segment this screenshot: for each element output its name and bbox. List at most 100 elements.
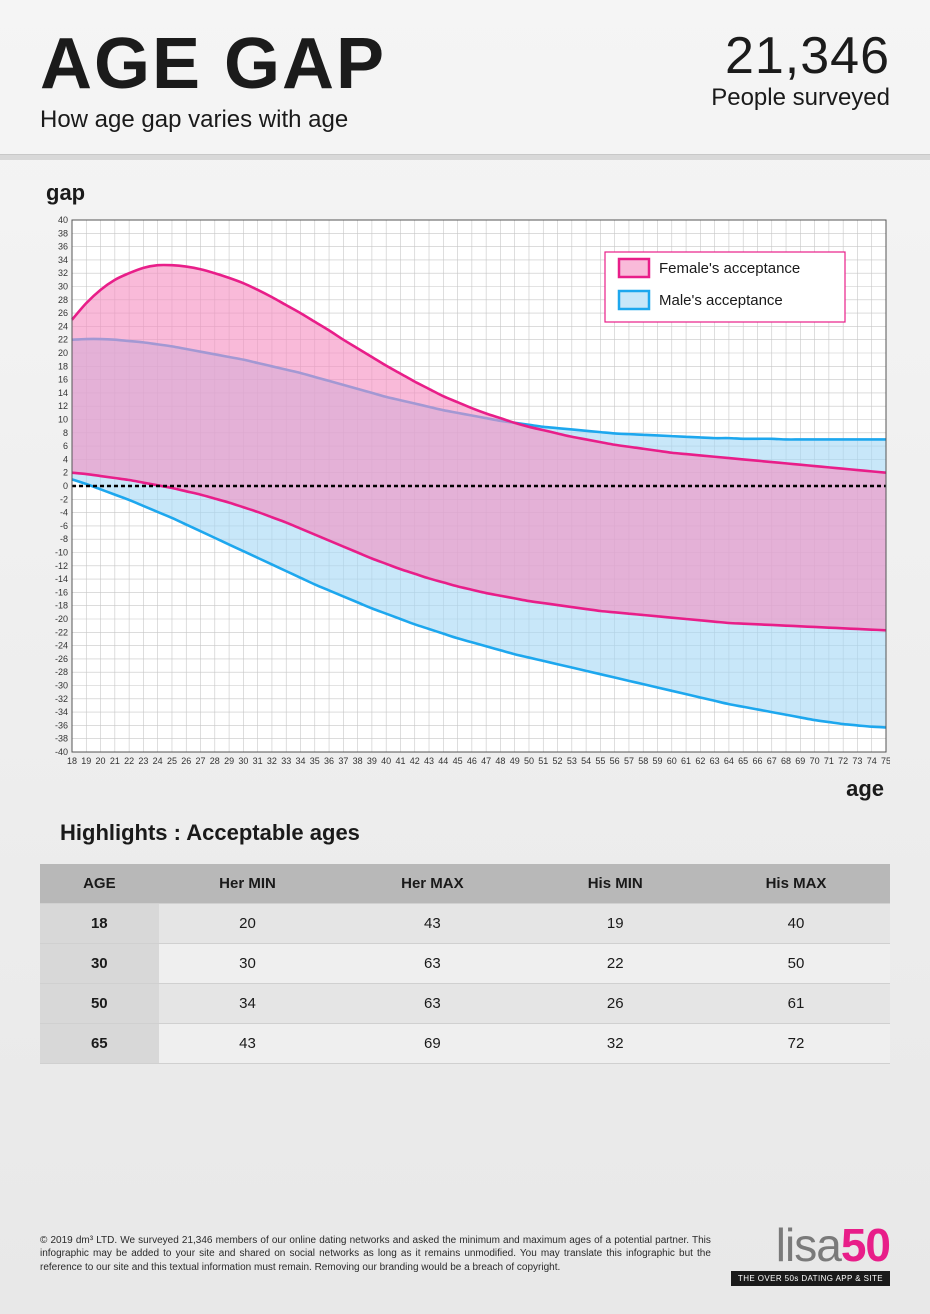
title-block: AGE GAP How age gap varies with age — [40, 30, 386, 134]
y-tick-label: 16 — [58, 375, 68, 385]
y-tick-label: 24 — [58, 322, 68, 332]
x-tick-label: 58 — [638, 756, 648, 766]
page-title: AGE GAP — [40, 30, 386, 98]
logo-text-1: lisa — [776, 1219, 841, 1271]
x-tick-label: 56 — [610, 756, 620, 766]
x-tick-label: 60 — [667, 756, 677, 766]
y-tick-label: -32 — [55, 694, 68, 704]
y-tick-label: 40 — [58, 215, 68, 225]
header: AGE GAP How age gap varies with age 21,3… — [0, 0, 930, 154]
x-tick-label: 72 — [838, 756, 848, 766]
y-tick-label: -24 — [55, 641, 68, 651]
x-tick-label: 35 — [310, 756, 320, 766]
table-cell: 34 — [159, 984, 337, 1024]
x-tick-label: 36 — [324, 756, 334, 766]
table-cell: 69 — [336, 1024, 528, 1064]
table-row: 3030632250 — [40, 944, 890, 984]
y-tick-label: -8 — [60, 535, 68, 545]
x-tick-label: 39 — [367, 756, 377, 766]
x-tick-label: 50 — [524, 756, 534, 766]
logo-main: lisa50 — [731, 1222, 890, 1268]
table-cell: 43 — [159, 1024, 337, 1064]
y-tick-label: -14 — [55, 574, 68, 584]
y-tick-label: -36 — [55, 721, 68, 731]
y-tick-label: 18 — [58, 362, 68, 372]
x-tick-label: 41 — [395, 756, 405, 766]
x-tick-label: 18 — [67, 756, 77, 766]
y-tick-label: -18 — [55, 601, 68, 611]
x-tick-label: 37 — [338, 756, 348, 766]
x-tick-label: 73 — [852, 756, 862, 766]
y-tick-label: 12 — [58, 402, 68, 412]
table-header: His MIN — [528, 864, 702, 904]
x-tick-label: 63 — [710, 756, 720, 766]
legend-label: Male's acceptance — [659, 292, 783, 309]
x-tick-label: 23 — [138, 756, 148, 766]
x-tick-label: 49 — [510, 756, 520, 766]
y-tick-label: 0 — [63, 481, 68, 491]
x-tick-label: 54 — [581, 756, 591, 766]
y-tick-label: -2 — [60, 495, 68, 505]
y-tick-label: 6 — [63, 441, 68, 451]
x-tick-label: 29 — [224, 756, 234, 766]
x-tick-label: 44 — [438, 756, 448, 766]
x-tick-label: 40 — [381, 756, 391, 766]
x-tick-label: 57 — [624, 756, 634, 766]
x-tick-label: 38 — [353, 756, 363, 766]
table-cell: 50 — [40, 984, 159, 1024]
x-tick-label: 75 — [881, 756, 890, 766]
table-cell: 43 — [336, 904, 528, 944]
logo-text-2: 50 — [841, 1219, 890, 1271]
x-axis-label: age — [40, 776, 884, 802]
table-header: Her MIN — [159, 864, 337, 904]
table-header: Her MAX — [336, 864, 528, 904]
table-cell: 26 — [528, 984, 702, 1024]
x-tick-label: 30 — [238, 756, 248, 766]
highlights-title: Highlights : Acceptable ages — [60, 820, 890, 846]
y-tick-label: -12 — [55, 561, 68, 571]
logo-tagline: THE OVER 50s DATING APP & SITE — [731, 1271, 890, 1286]
table-cell: 18 — [40, 904, 159, 944]
legend-swatch — [619, 259, 649, 277]
x-tick-label: 74 — [867, 756, 877, 766]
table-row: 5034632661 — [40, 984, 890, 1024]
x-tick-label: 71 — [824, 756, 834, 766]
y-tick-label: -30 — [55, 681, 68, 691]
y-tick-label: -26 — [55, 654, 68, 664]
table-cell: 50 — [702, 944, 890, 984]
y-tick-label: 4 — [63, 455, 68, 465]
y-tick-label: 36 — [58, 242, 68, 252]
x-tick-label: 31 — [253, 756, 263, 766]
table-row: 1820431940 — [40, 904, 890, 944]
x-tick-label: 70 — [810, 756, 820, 766]
legend-swatch — [619, 291, 649, 309]
y-tick-label: 32 — [58, 269, 68, 279]
x-tick-label: 22 — [124, 756, 134, 766]
y-tick-label: 10 — [58, 415, 68, 425]
survey-count: 21,346 — [711, 30, 890, 82]
x-tick-label: 28 — [210, 756, 220, 766]
table-cell: 63 — [336, 944, 528, 984]
chart-section: gap -40-38-36-34-32-30-28-26-24-22-20-18… — [0, 180, 930, 1064]
x-tick-label: 20 — [96, 756, 106, 766]
table-header: His MAX — [702, 864, 890, 904]
y-tick-label: 26 — [58, 308, 68, 318]
table-cell: 63 — [336, 984, 528, 1024]
x-tick-label: 51 — [538, 756, 548, 766]
x-tick-label: 32 — [267, 756, 277, 766]
y-tick-label: 30 — [58, 282, 68, 292]
x-tick-label: 33 — [281, 756, 291, 766]
x-tick-label: 52 — [553, 756, 563, 766]
table-cell: 19 — [528, 904, 702, 944]
y-tick-label: 38 — [58, 229, 68, 239]
x-tick-label: 27 — [196, 756, 206, 766]
brand-logo: lisa50 THE OVER 50s DATING APP & SITE — [731, 1222, 890, 1286]
y-tick-label: -22 — [55, 628, 68, 638]
table-cell: 22 — [528, 944, 702, 984]
y-tick-label: 22 — [58, 335, 68, 345]
x-tick-label: 69 — [795, 756, 805, 766]
x-tick-label: 24 — [153, 756, 163, 766]
header-divider — [0, 154, 930, 160]
x-tick-label: 59 — [653, 756, 663, 766]
x-tick-label: 64 — [724, 756, 734, 766]
